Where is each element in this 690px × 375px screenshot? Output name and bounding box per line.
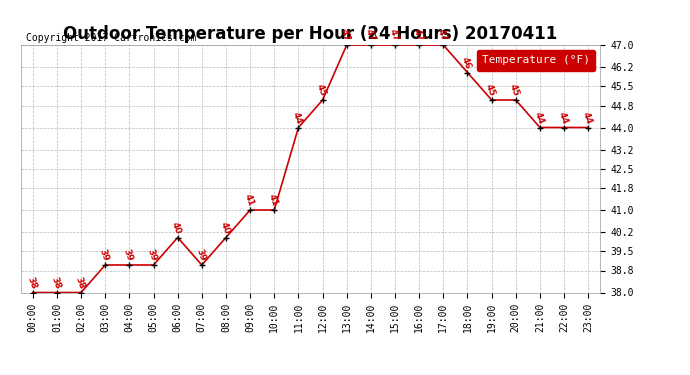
Text: Copyright 2017 Cartronics.com: Copyright 2017 Cartronics.com — [26, 33, 197, 42]
Text: 47: 47 — [387, 28, 400, 43]
Text: 47: 47 — [339, 28, 352, 43]
Text: 44: 44 — [556, 110, 569, 125]
Text: 40: 40 — [170, 220, 183, 235]
Title: Outdoor Temperature per Hour (24 Hours) 20170411: Outdoor Temperature per Hour (24 Hours) … — [63, 26, 558, 44]
Text: 47: 47 — [363, 28, 376, 43]
Text: 39: 39 — [146, 248, 159, 263]
Text: 41: 41 — [266, 193, 279, 208]
Text: 39: 39 — [97, 248, 110, 263]
Text: 38: 38 — [74, 276, 86, 290]
Text: 38: 38 — [50, 276, 62, 290]
Text: 45: 45 — [315, 83, 328, 98]
Text: 39: 39 — [121, 248, 135, 263]
Text: 47: 47 — [435, 28, 448, 43]
Text: 46: 46 — [460, 56, 473, 70]
Text: 44: 44 — [532, 110, 545, 125]
Text: 40: 40 — [219, 220, 231, 235]
Text: 47: 47 — [411, 28, 424, 43]
Text: 44: 44 — [580, 110, 593, 125]
Text: 38: 38 — [26, 276, 38, 290]
Text: 44: 44 — [290, 110, 304, 125]
Text: 45: 45 — [508, 83, 521, 98]
Legend: Temperature (°F): Temperature (°F) — [477, 50, 595, 70]
Text: 39: 39 — [194, 248, 207, 263]
Text: 41: 41 — [242, 193, 255, 208]
Text: 45: 45 — [484, 83, 497, 98]
